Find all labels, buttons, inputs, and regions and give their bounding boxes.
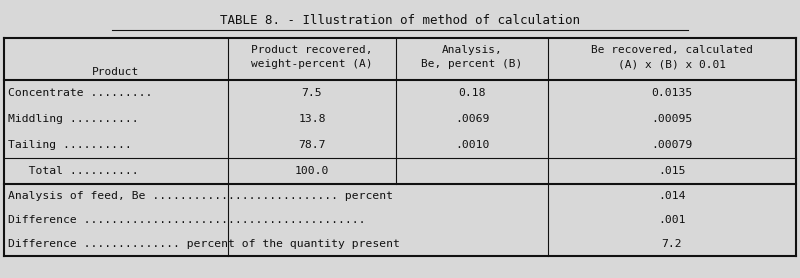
Text: TABLE 8. - Illustration of method of calculation: TABLE 8. - Illustration of method of cal…	[220, 14, 580, 27]
Text: .00079: .00079	[651, 140, 693, 150]
Text: Be recovered, calculated: Be recovered, calculated	[591, 45, 753, 55]
Text: 13.8: 13.8	[298, 114, 326, 124]
Text: 78.7: 78.7	[298, 140, 326, 150]
Text: Tailing ..........: Tailing ..........	[8, 140, 132, 150]
Text: 0.0135: 0.0135	[651, 88, 693, 98]
Text: Difference .........................................: Difference .............................…	[8, 215, 366, 225]
Text: Product: Product	[92, 67, 140, 77]
Text: .0069: .0069	[455, 114, 489, 124]
Text: .001: .001	[658, 215, 686, 225]
Text: 7.2: 7.2	[662, 239, 682, 249]
Text: Total ..........: Total ..........	[8, 166, 138, 176]
Text: .0010: .0010	[455, 140, 489, 150]
Text: Analysis of feed, Be ........................... percent: Analysis of feed, Be ...................…	[8, 191, 393, 201]
Text: 100.0: 100.0	[295, 166, 329, 176]
Text: .015: .015	[658, 166, 686, 176]
Text: Middling ..........: Middling ..........	[8, 114, 138, 124]
Text: Product recovered,: Product recovered,	[251, 45, 373, 55]
Text: .00095: .00095	[651, 114, 693, 124]
Text: weight-percent (A): weight-percent (A)	[251, 59, 373, 69]
Text: Difference .............. percent of the quantity present: Difference .............. percent of the…	[8, 239, 400, 249]
Text: Be, percent (B): Be, percent (B)	[422, 59, 522, 69]
Text: .014: .014	[658, 191, 686, 201]
Text: (A) x (B) x 0.01: (A) x (B) x 0.01	[618, 59, 726, 69]
Text: 7.5: 7.5	[302, 88, 322, 98]
Text: Analysis,: Analysis,	[442, 45, 502, 55]
Text: 0.18: 0.18	[458, 88, 486, 98]
Text: Concentrate .........: Concentrate .........	[8, 88, 152, 98]
